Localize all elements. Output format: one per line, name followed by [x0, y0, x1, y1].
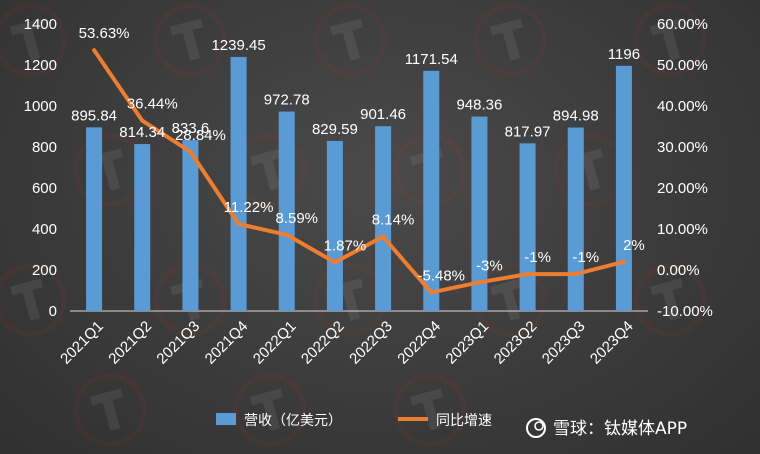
watermark-t-icon [633, 3, 707, 77]
right-axis-tick: 40.00% [657, 98, 708, 115]
bar-revenue [471, 116, 488, 311]
left-axis-tick: 800 [32, 139, 57, 156]
x-axis-tick: 2023Q4 [587, 318, 637, 368]
legend-label-revenue: 营收（亿美元） [244, 413, 342, 429]
bar-data-label: 814.34 [119, 124, 165, 141]
bar-revenue [134, 144, 151, 311]
line-growth [92, 48, 626, 295]
watermark-t-icon [0, 263, 67, 337]
bar-revenue [567, 127, 584, 311]
x-axis-tick: 2023Q2 [491, 318, 541, 368]
watermark-t-icon [473, 3, 547, 77]
left-axis-tick: 0 [49, 303, 57, 320]
watermark-t-icon [313, 3, 387, 77]
x-axis-tick: 2021Q2 [105, 318, 155, 368]
bar-revenue [86, 127, 103, 311]
x-axis-tick: 2021Q3 [153, 318, 203, 368]
line-data-label: 8.14% [372, 212, 415, 229]
line-data-label: -5.48% [417, 267, 465, 284]
watermark-attribution: 雪球：钛媒体APP [526, 418, 687, 439]
x-axis-tick: 2022Q4 [394, 318, 444, 368]
right-axis-tick: 20.00% [657, 180, 708, 197]
bar-data-label: 972.78 [264, 92, 310, 109]
watermark-t-icon [0, 3, 67, 77]
x-axis-tick: 2022Q2 [298, 318, 348, 368]
bar-revenue [326, 140, 343, 311]
bar-data-label: 894.98 [553, 108, 599, 125]
watermark-t-icon [153, 3, 227, 77]
line-data-label: -1% [572, 249, 599, 266]
x-axis-tick: 2021Q1 [57, 318, 107, 368]
watermark-t-icon [73, 373, 147, 447]
line-data-label: 11.22% [224, 199, 274, 216]
left-axis-tick: 200 [32, 262, 57, 279]
line-data-label: -1% [524, 249, 551, 266]
left-axis-tick: 1200 [24, 57, 57, 74]
right-axis-tick: 50.00% [657, 57, 708, 74]
right-axis-tick: -10.00% [657, 303, 713, 320]
snowball-logo-icon [526, 418, 546, 438]
bar-data-label: 833.6 [172, 120, 210, 137]
left-axis-tick: 1000 [24, 98, 57, 115]
bar-data-label: 895.84 [71, 107, 117, 124]
x-axis-tick: 2023Q3 [539, 318, 589, 368]
line-data-label: 1.87% [324, 237, 367, 254]
bar-revenue [375, 126, 392, 311]
bar-revenue [230, 56, 247, 311]
x-axis-tick: 2023Q1 [442, 318, 492, 368]
legend-swatch-revenue [216, 413, 236, 425]
right-axis-tick: 60.00% [657, 16, 708, 33]
bar-revenue [278, 111, 295, 311]
bar-data-label: 817.97 [505, 123, 551, 140]
bar-revenue [615, 65, 632, 311]
bar-data-label: 948.36 [456, 97, 502, 114]
x-axis-tick: 2022Q1 [250, 318, 300, 368]
watermark-t-icon [633, 263, 707, 337]
line-data-label: 36.44% [127, 96, 178, 113]
line-data-label: -3% [476, 257, 503, 274]
left-axis-tick: 400 [32, 221, 57, 238]
line-data-label: 28.84% [175, 127, 226, 144]
watermark-text: 雪球：钛媒体APP [553, 419, 687, 439]
right-axis-tick: 10.00% [657, 221, 708, 238]
bar-revenue [423, 70, 440, 312]
bar-data-label: 1171.54 [405, 51, 458, 68]
bar-data-label: 829.59 [312, 121, 358, 138]
line-data-label: 8.59% [275, 210, 318, 227]
watermark-t-icon [233, 373, 307, 447]
legend-label-growth: 同比增速 [436, 413, 492, 429]
line-data-label: 53.63% [79, 25, 130, 42]
bar-revenue [182, 140, 199, 311]
left-axis-tick: 600 [32, 180, 57, 197]
left-axis-tick: 1400 [24, 16, 57, 33]
bar-data-label: 901.46 [360, 106, 406, 123]
right-axis-tick: 30.00% [657, 139, 708, 156]
bar-revenue [519, 143, 536, 311]
watermark-t-icon [393, 373, 467, 447]
bar-data-label: 1239.45 [211, 37, 265, 54]
right-axis-tick: 0.00% [657, 262, 700, 279]
line-data-label: 2% [623, 237, 645, 254]
bar-data-label: 1196 [608, 46, 640, 63]
